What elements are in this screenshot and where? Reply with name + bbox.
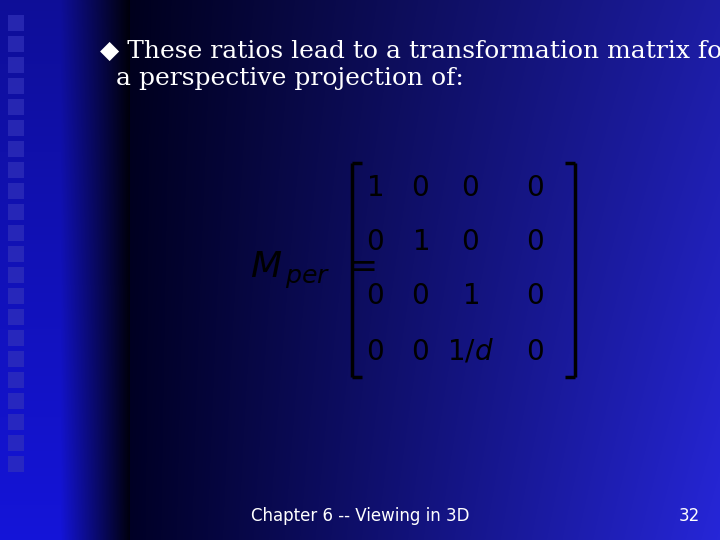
Text: Chapter 6 -- Viewing in 3D: Chapter 6 -- Viewing in 3D [251,507,469,525]
Bar [8,120,24,136]
Bar [8,414,24,430]
Bar [8,99,24,115]
Text: 32: 32 [679,507,700,525]
Bar [8,141,24,157]
Bar [8,288,24,304]
Text: a perspective projection of:: a perspective projection of: [100,67,464,90]
Bar [8,204,24,220]
Text: $0$: $0$ [366,284,384,310]
Text: $0$: $0$ [366,339,384,366]
Bar [8,393,24,409]
Text: $M_{\,per}\ =$: $M_{\,per}\ =$ [250,249,376,291]
Bar [8,36,24,52]
Text: $1/d$: $1/d$ [446,338,493,366]
Bar [8,162,24,178]
Text: $1$: $1$ [366,174,384,201]
Text: $0$: $0$ [526,174,544,201]
Bar [8,309,24,325]
Text: $0$: $0$ [526,284,544,310]
Text: $0$: $0$ [526,339,544,366]
Text: $0$: $0$ [461,230,479,256]
Bar [8,267,24,283]
Text: $0$: $0$ [411,284,429,310]
Bar [8,351,24,367]
Bar [8,57,24,73]
Bar [8,15,24,31]
Bar [8,78,24,94]
Text: $0$: $0$ [411,174,429,201]
Text: $0$: $0$ [366,230,384,256]
Bar [8,225,24,241]
Text: $0$: $0$ [526,230,544,256]
Bar [8,435,24,451]
Text: $0$: $0$ [461,174,479,201]
Bar [8,183,24,199]
Text: $0$: $0$ [411,339,429,366]
Text: $1$: $1$ [462,284,479,310]
Text: ◆ These ratios lead to a transformation matrix for: ◆ These ratios lead to a transformation … [100,40,720,63]
Text: $1$: $1$ [412,230,428,256]
Bar [8,246,24,262]
Bar [8,456,24,472]
Bar [8,372,24,388]
Bar [8,330,24,346]
